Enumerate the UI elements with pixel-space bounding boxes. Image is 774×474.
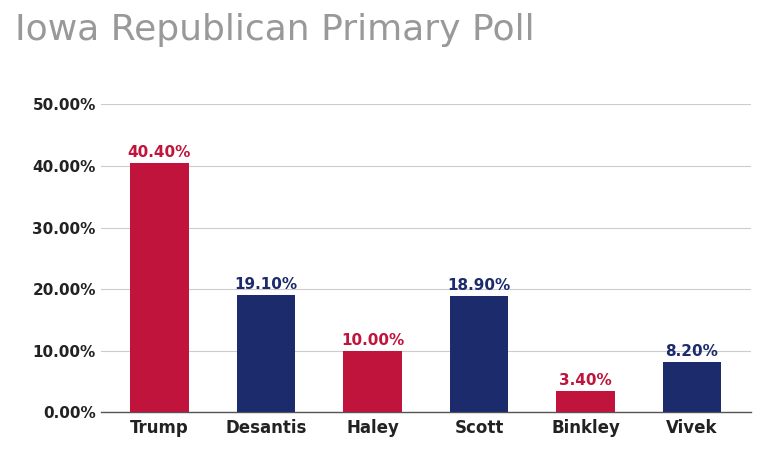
Text: 3.40%: 3.40% <box>559 374 611 388</box>
Bar <box>130 164 189 412</box>
Text: 10.00%: 10.00% <box>341 333 404 348</box>
Text: Iowa Republican Primary Poll: Iowa Republican Primary Poll <box>15 13 535 47</box>
Bar <box>450 296 509 412</box>
Bar <box>343 351 402 412</box>
Text: 18.90%: 18.90% <box>447 278 511 293</box>
Bar <box>237 295 295 412</box>
Text: 19.10%: 19.10% <box>235 277 297 292</box>
Bar <box>663 362 721 412</box>
Text: 8.20%: 8.20% <box>666 344 718 359</box>
Bar <box>557 392 615 412</box>
Text: 40.40%: 40.40% <box>128 146 191 160</box>
